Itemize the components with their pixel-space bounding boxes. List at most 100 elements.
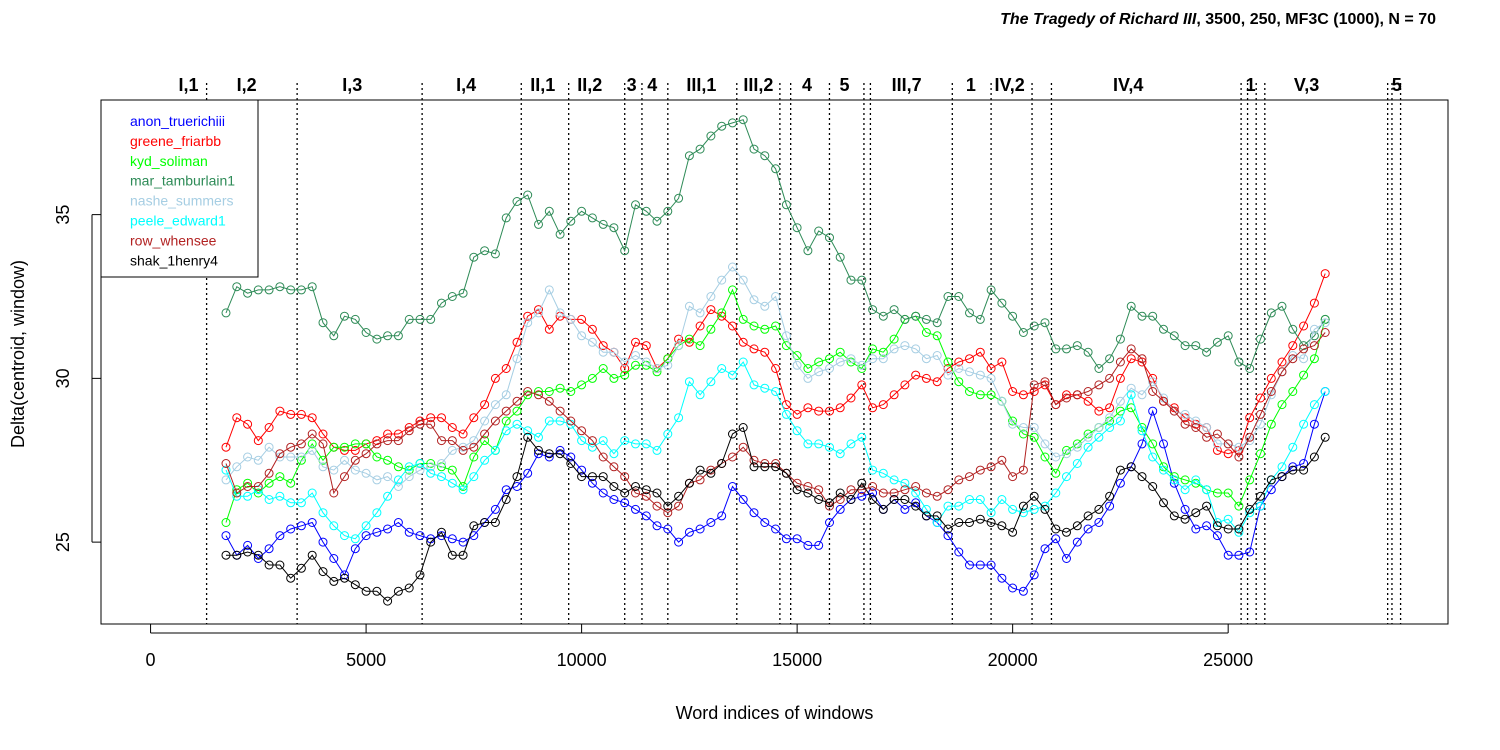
data-point <box>1309 341 1319 351</box>
data-point <box>1105 354 1115 364</box>
data-point <box>1266 308 1276 318</box>
data-point <box>997 357 1007 367</box>
data-point <box>447 423 457 432</box>
legend-entry: nashe_summers <box>130 193 234 209</box>
data-point <box>674 341 684 351</box>
series-line <box>225 288 1326 523</box>
data-point <box>577 380 587 390</box>
data-point <box>1191 475 1201 485</box>
data-point <box>717 308 727 318</box>
data-point <box>997 521 1007 531</box>
data-point <box>792 426 802 436</box>
data-point <box>1266 475 1276 485</box>
data-point <box>1018 465 1028 475</box>
data-point <box>544 206 554 216</box>
data-point <box>1137 439 1147 449</box>
data-point <box>318 429 328 439</box>
data-point <box>275 560 285 570</box>
data-point <box>1309 400 1319 410</box>
data-point <box>1299 354 1309 364</box>
data-point <box>803 488 813 498</box>
data-point <box>286 524 296 534</box>
data-point <box>771 364 781 373</box>
data-point <box>329 465 339 475</box>
data-point <box>534 390 543 400</box>
data-point <box>1029 491 1039 501</box>
data-point <box>878 504 888 514</box>
data-point <box>1212 445 1222 455</box>
data-point <box>749 144 759 154</box>
data-point <box>1029 570 1039 580</box>
data-point <box>264 560 274 570</box>
y-tick-label: 35 <box>53 205 73 225</box>
data-point <box>1288 465 1298 475</box>
data-point <box>1126 301 1136 311</box>
series-line <box>225 266 1326 488</box>
data-point <box>458 550 468 560</box>
data-point <box>932 518 942 527</box>
data-point <box>1191 524 1201 534</box>
data-point <box>1126 390 1136 400</box>
data-point <box>814 495 824 504</box>
data-point <box>1008 504 1018 514</box>
data-point <box>997 495 1007 504</box>
data-point <box>1159 462 1168 472</box>
data-point <box>900 314 910 324</box>
data-point <box>501 426 511 436</box>
data-point <box>1029 432 1039 442</box>
data-point <box>350 544 360 554</box>
data-point <box>921 488 931 498</box>
data-point <box>943 292 953 301</box>
data-point <box>1299 321 1309 331</box>
data-point <box>652 501 662 511</box>
data-point <box>695 341 705 351</box>
data-point <box>372 452 382 462</box>
data-point <box>393 429 403 439</box>
data-point <box>512 482 522 491</box>
data-point <box>738 337 748 347</box>
data-point <box>846 439 856 449</box>
data-point <box>663 360 673 370</box>
data-point <box>652 521 662 531</box>
data-point <box>868 465 878 475</box>
data-point <box>663 508 673 518</box>
data-point <box>318 537 328 547</box>
data-point <box>426 468 436 478</box>
data-point <box>1105 501 1115 511</box>
data-point <box>749 295 759 305</box>
data-point <box>350 465 360 475</box>
data-point <box>954 518 964 527</box>
data-point <box>253 436 263 446</box>
data-point <box>889 390 899 400</box>
data-point <box>404 472 414 482</box>
data-point <box>965 367 974 377</box>
data-point <box>684 478 694 488</box>
data-point <box>577 436 587 446</box>
data-point <box>1202 347 1212 357</box>
data-point <box>771 321 781 331</box>
data-point <box>620 472 630 482</box>
scene-label: III,7 <box>892 75 922 95</box>
data-point <box>469 413 479 423</box>
data-point <box>1083 387 1093 396</box>
data-point <box>695 475 705 485</box>
data-point <box>878 311 888 321</box>
data-point <box>286 498 296 508</box>
data-point <box>868 305 878 315</box>
data-point <box>544 324 554 334</box>
data-point <box>318 318 328 328</box>
data-point <box>781 534 791 544</box>
data-point <box>566 452 576 462</box>
data-point <box>792 485 802 495</box>
data-point <box>1115 334 1125 344</box>
data-point <box>889 495 899 504</box>
data-point <box>631 439 640 449</box>
data-point <box>383 596 393 606</box>
data-point <box>652 445 662 455</box>
data-point <box>587 472 597 482</box>
scene-label: II,2 <box>577 75 602 95</box>
data-point <box>480 455 490 465</box>
data-point <box>1180 413 1190 423</box>
data-point <box>814 540 824 550</box>
series-greene_friarbb <box>221 269 1330 459</box>
